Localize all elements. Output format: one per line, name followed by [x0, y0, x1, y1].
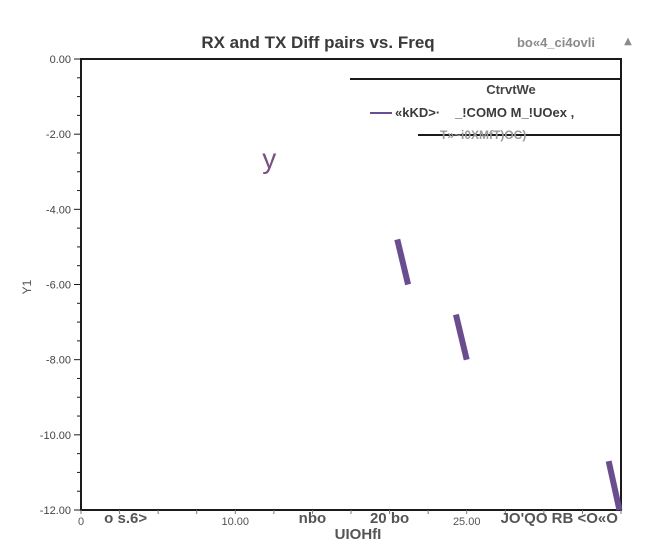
x-axis-label: UIOHfI: [335, 526, 382, 543]
series-line-segment: [452, 313, 470, 361]
legend: CtrvtWe «kKD>· _!COMO M_!UOex , T»~i0XMf…: [350, 78, 621, 142]
x-tick-label-large: JO'QO RB <O«O: [501, 510, 619, 527]
x-tick-label: 25.00: [453, 516, 481, 528]
series-line-segment: [394, 238, 412, 286]
series-line-segment: [605, 460, 623, 511]
x-tick-label: 0: [78, 516, 84, 528]
x-tick-label-large: nbo: [299, 510, 327, 527]
y-tick-label: -8.00: [46, 355, 71, 367]
plot-area: [80, 58, 622, 511]
plot-annotation: y: [262, 143, 276, 174]
legend-entry-2: _!COMO M_!UOex ,: [454, 105, 574, 120]
y-tick-label: -10.00: [40, 430, 71, 442]
y-axis-label: Y1: [20, 279, 34, 294]
y-tick-label: 0.00: [50, 54, 71, 66]
x-axis-ticks: 0 10.00 25.00 o s.6> nbo 20 bo JO'QO RB <O«O: [78, 510, 622, 528]
chart-title: RX and TX Diff pairs vs. Freq: [201, 33, 434, 52]
y-tick-label: -4.00: [46, 204, 71, 216]
x-tick-label-large: 20 bo: [370, 510, 409, 527]
x-tick-label-large: o s.6>: [104, 510, 147, 527]
corner-label: bo«4_ci4ovli: [517, 35, 595, 50]
legend-title: CtrvtWe: [486, 82, 536, 97]
series-lines: [394, 238, 623, 511]
y-tick-label: -2.00: [46, 129, 71, 141]
y-axis-ticks: 0.00 -2.00 -4.00 -6.00 -8.00 -10.00 -12.00: [40, 54, 81, 517]
y-tick-label: -6.00: [46, 280, 71, 292]
legend-entry-3: T»~i0XMfT)OC): [440, 128, 526, 142]
caret-up-icon[interactable]: ▲: [624, 36, 632, 47]
y-tick-label: -12.00: [40, 505, 71, 517]
plot-annotations: y: [262, 143, 276, 174]
legend-entry-1: «kKD>·: [395, 105, 440, 120]
x-tick-label: 10.00: [222, 516, 250, 528]
